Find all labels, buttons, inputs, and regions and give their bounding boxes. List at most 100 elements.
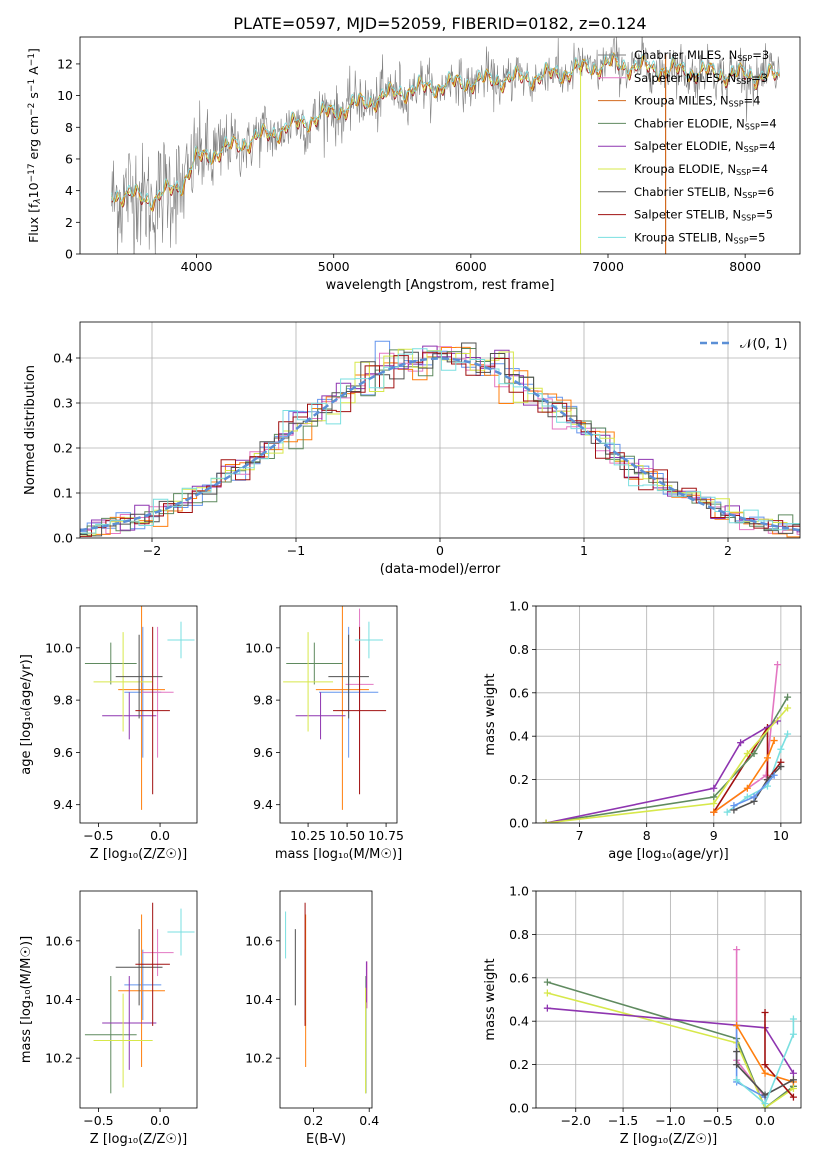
weight-series-line bbox=[735, 1051, 794, 1096]
x-tick-label: 0.2 bbox=[304, 1113, 324, 1128]
y-tick-label: 0.2 bbox=[53, 441, 73, 456]
y-tick-label: 0.6 bbox=[509, 685, 529, 700]
weight-point-marker bbox=[789, 1076, 797, 1084]
weight-point-marker bbox=[733, 1076, 741, 1084]
weight-point-marker bbox=[762, 771, 770, 779]
legend-label: Kroupa ELODIE, NSSP=4 bbox=[634, 162, 768, 177]
axes-frame bbox=[535, 890, 802, 1109]
x-tick-label: 0.0 bbox=[150, 828, 170, 843]
y-tick-label: 2 bbox=[65, 215, 73, 230]
panel-weight-vs-Z: −2.0 −1.5 −1.0 −0.5 0.0 0.0 0.2 0.4 0.6 0.8 1.0 Z [… bbox=[483, 884, 802, 1147]
x-tick-label: −2.0 bbox=[561, 1113, 591, 1128]
panel-age-vs-Z: −0.5 0.0 9.4 9.6 9.8 10.0 Z [log₁₀(Z/Z☉)] age [… bbox=[19, 605, 198, 862]
weight-series-line bbox=[713, 740, 775, 813]
y-tick-label: 10.0 bbox=[245, 640, 273, 655]
x-tick-label: 10.25 bbox=[290, 828, 326, 843]
weight-series-line bbox=[545, 720, 778, 823]
plot-area bbox=[285, 902, 368, 1094]
x-tick-label: 7 bbox=[576, 828, 584, 843]
y-tick-label: 0.4 bbox=[509, 729, 529, 744]
weight-point-marker bbox=[543, 978, 551, 986]
errorbar-point bbox=[167, 621, 195, 659]
errorbar-point bbox=[354, 621, 383, 659]
weight-point-marker bbox=[789, 1030, 797, 1038]
x-tick-label: −2 bbox=[143, 543, 161, 558]
spectrum-legend: Chabrier MILES, NSSP=3 Salpeter MILES, NS… bbox=[598, 48, 777, 245]
errorbar-point bbox=[333, 626, 387, 795]
weight-series-line bbox=[713, 724, 782, 813]
observed-spectrum-line bbox=[111, 37, 780, 254]
weight-point-marker bbox=[784, 730, 792, 738]
weight-point-marker bbox=[774, 661, 782, 669]
y-axis-label: mass [log₁₀(M/M☉)] bbox=[19, 936, 34, 1063]
y-tick-label: 6 bbox=[65, 151, 73, 166]
y-tick-label: 0.0 bbox=[53, 531, 73, 546]
axes-frame bbox=[279, 605, 398, 824]
weight-point-marker bbox=[710, 784, 718, 792]
y-tick-label: 9.4 bbox=[253, 797, 273, 812]
y-axis-label: mass weight bbox=[483, 673, 498, 755]
y-tick-label: 10.0 bbox=[45, 640, 73, 655]
errorbar-point bbox=[115, 929, 163, 1006]
legend-label: Chabrier MILES, NSSP=3 bbox=[634, 48, 769, 63]
weight-point-marker bbox=[761, 1100, 769, 1108]
axes-frame bbox=[279, 890, 373, 1109]
y-tick-label: 1.0 bbox=[509, 599, 529, 614]
plot-area bbox=[84, 606, 195, 810]
axes-frame bbox=[79, 605, 198, 824]
weight-point-marker bbox=[761, 1069, 769, 1077]
errorbar-point bbox=[328, 634, 369, 719]
panel-residuals: −2 −1 0 1 2 0.0 0.1 0.2 0.3 0.4 (data-model)/error… bbox=[23, 321, 801, 577]
errorbar-point bbox=[315, 606, 369, 810]
errorbar-point bbox=[84, 642, 137, 685]
plot-area bbox=[283, 606, 387, 810]
weight-point-marker bbox=[784, 693, 792, 701]
weight-point-marker bbox=[789, 1069, 797, 1077]
x-tick-label: 4000 bbox=[181, 259, 213, 274]
y-tick-label: 10.2 bbox=[245, 1051, 273, 1066]
errorbar-point bbox=[286, 642, 343, 685]
weight-point-marker bbox=[770, 771, 778, 779]
panel-mass-vs-EBV: 0.2 0.4 10.2 10.4 10.6 E(B-V) bbox=[245, 890, 379, 1147]
y-tick-label: 0.0 bbox=[509, 1101, 529, 1116]
y-tick-label: 10.2 bbox=[45, 1051, 73, 1066]
y-tick-label: 4 bbox=[65, 183, 73, 198]
errorbar-point bbox=[93, 632, 153, 732]
y-tick-label: 9.8 bbox=[253, 693, 273, 708]
y-tick-label: 0.4 bbox=[53, 351, 73, 366]
weight-point-marker bbox=[789, 1015, 797, 1023]
plot-area bbox=[536, 891, 801, 1108]
errorbar-point bbox=[124, 949, 162, 1021]
x-tick-label: −0.5 bbox=[83, 1113, 113, 1128]
x-axis-label: Z [log₁₀(Z/Z☉)] bbox=[90, 847, 187, 862]
y-tick-label: 0 bbox=[65, 247, 73, 262]
y-tick-label: 0.8 bbox=[509, 642, 529, 657]
x-axis-label: mass [log₁₀(M/M☉)] bbox=[275, 847, 402, 862]
plot-area bbox=[536, 606, 801, 823]
y-tick-label: 0.4 bbox=[509, 1014, 529, 1029]
weight-point-marker bbox=[761, 1061, 769, 1069]
y-tick-label: 9.6 bbox=[253, 745, 273, 760]
weight-point-marker bbox=[730, 802, 738, 810]
model-spectrum-line bbox=[111, 52, 780, 208]
errorbar-point bbox=[135, 902, 170, 1026]
weight-point-marker bbox=[543, 989, 551, 997]
y-tick-label: 9.8 bbox=[53, 693, 73, 708]
weight-series-line bbox=[764, 1012, 795, 1098]
plot-area bbox=[84, 902, 195, 1094]
figure-title: PLATE=0597, MJD=52059, FIBERID=0182, z=0… bbox=[233, 14, 646, 33]
x-tick-label: 10.50 bbox=[329, 828, 365, 843]
errorbar-point bbox=[115, 634, 163, 719]
residual-histogram bbox=[81, 348, 800, 536]
x-tick-label: 10.75 bbox=[368, 828, 404, 843]
errorbar-point bbox=[295, 692, 346, 740]
y-tick-label: 10 bbox=[57, 88, 73, 103]
x-tick-label: 10 bbox=[773, 828, 789, 843]
weight-point-marker bbox=[777, 763, 785, 771]
x-tick-label: −0.5 bbox=[83, 828, 113, 843]
y-axis-label: Normed distribution bbox=[23, 365, 38, 495]
y-tick-label: 0.0 bbox=[509, 816, 529, 831]
errorbar-point bbox=[141, 626, 174, 758]
weight-point-marker bbox=[710, 799, 718, 807]
